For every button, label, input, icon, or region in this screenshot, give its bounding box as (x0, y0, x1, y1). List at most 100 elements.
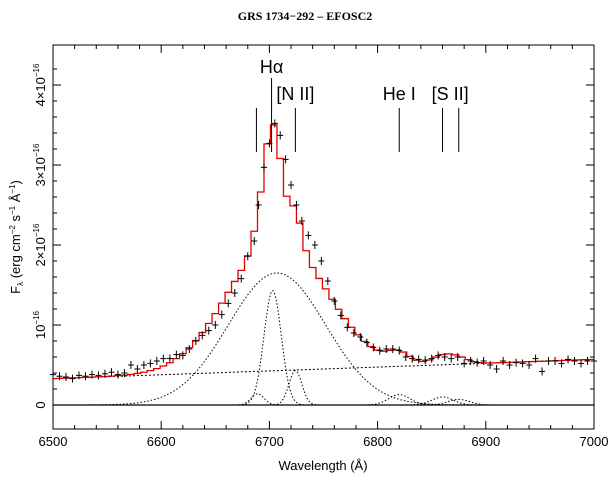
y-tick-label-group: 0 (33, 401, 48, 408)
data-point (370, 343, 377, 352)
data-point (218, 310, 225, 319)
data-point (357, 333, 364, 341)
data-point (127, 361, 134, 369)
y-label-rest2: s (8, 215, 23, 226)
model-path (53, 124, 594, 380)
data-point (396, 346, 403, 355)
y-label-sup2: −1 (8, 205, 17, 215)
data-point (454, 353, 461, 361)
data-point (467, 357, 474, 365)
y-label-sub: λ (16, 282, 25, 286)
data-point (558, 359, 565, 368)
data-points (50, 119, 597, 383)
y-tick-label-group: 4×10−16 (32, 63, 48, 106)
data-point (212, 321, 219, 329)
data-point (282, 155, 289, 164)
line-label: [N II] (276, 84, 314, 104)
y-label-sup1: −2 (8, 225, 17, 235)
x-tick-label: 6500 (39, 434, 68, 449)
data-point (461, 359, 468, 368)
plot-frame (52, 44, 595, 430)
data-point (75, 371, 82, 380)
data-point (318, 257, 325, 265)
data-point (121, 369, 128, 377)
y-label-sup3: −1 (8, 184, 17, 194)
y-label-rest3: Å (8, 193, 23, 206)
data-point (324, 277, 331, 285)
data-point (389, 345, 396, 353)
x-tick-label: 6700 (255, 434, 284, 449)
data-point (506, 361, 513, 369)
data-point (376, 346, 383, 355)
data-point (441, 353, 448, 361)
line-label: [S II] (432, 84, 469, 104)
data-point (428, 354, 435, 363)
x-axis-label: Wavelength (Å) (278, 458, 367, 473)
data-point (82, 372, 89, 381)
data-point (532, 354, 539, 363)
component-broad (53, 272, 594, 406)
x-tick-label: 6900 (471, 434, 500, 449)
x-ticks: 6500 6600 6700 6800 6900 7000 (39, 45, 608, 449)
data-point (331, 297, 338, 305)
data-point (134, 365, 141, 373)
data-point (480, 357, 487, 365)
component-sii_a (53, 396, 594, 406)
data-point (140, 361, 147, 369)
data-point (101, 369, 108, 378)
component-sii_b (53, 398, 594, 406)
x-tick-label: 6600 (147, 434, 176, 449)
y-ticks: 0 10−16 2×10−16 3×10−16 4×10−16 (32, 63, 594, 409)
data-point (173, 350, 180, 359)
data-point (238, 274, 245, 283)
data-point (244, 252, 251, 261)
line-labels: Hα [N II] He I [S II] (255, 57, 469, 152)
data-point (571, 357, 578, 365)
data-point (271, 119, 278, 128)
data-point (383, 345, 390, 353)
data-point (565, 355, 572, 364)
data-point (260, 163, 267, 172)
x-tick-label: 6800 (363, 434, 392, 449)
data-point (108, 368, 115, 377)
data-point (519, 359, 526, 368)
line-label: Hα (260, 57, 283, 77)
data-point (448, 354, 455, 363)
y-tick-label-group: 2×10−16 (32, 223, 48, 266)
data-point (50, 370, 56, 379)
data-point (363, 338, 370, 347)
data-point (350, 329, 357, 337)
data-point (277, 131, 284, 140)
data-point (552, 357, 559, 365)
data-point (402, 353, 409, 361)
svg-text:Fλ (erg cm−2 s−1 Å−1): Fλ (erg cm−2 s−1 Å−1) (8, 180, 25, 294)
chart-title: GRS 1734−292 – EFOSC2 (238, 9, 373, 23)
data-point (288, 181, 295, 189)
data-point (487, 361, 494, 369)
data-point (293, 201, 300, 209)
data-point (311, 241, 318, 249)
data-point (344, 323, 351, 332)
data-point (114, 370, 121, 379)
data-point (578, 359, 585, 368)
data-point (591, 357, 597, 365)
y-label-rest: (erg cm (8, 234, 23, 282)
data-point (160, 354, 167, 363)
data-point (513, 358, 520, 367)
data-point (205, 326, 212, 335)
y-tick-label: 2×10−16 (32, 223, 48, 266)
data-point (493, 365, 500, 373)
y-label-main: F (8, 286, 23, 294)
y-axis-label: Fλ (erg cm−2 s−1 Å−1) (8, 180, 25, 294)
data-point (422, 356, 429, 365)
data-point (526, 361, 533, 369)
model-curve (53, 124, 594, 380)
y-tick-label: 10−16 (32, 310, 48, 339)
data-point (251, 237, 258, 245)
data-point (474, 358, 481, 367)
data-point (584, 357, 591, 365)
data-point (225, 299, 232, 308)
data-point (199, 331, 206, 340)
data-point (56, 372, 63, 381)
